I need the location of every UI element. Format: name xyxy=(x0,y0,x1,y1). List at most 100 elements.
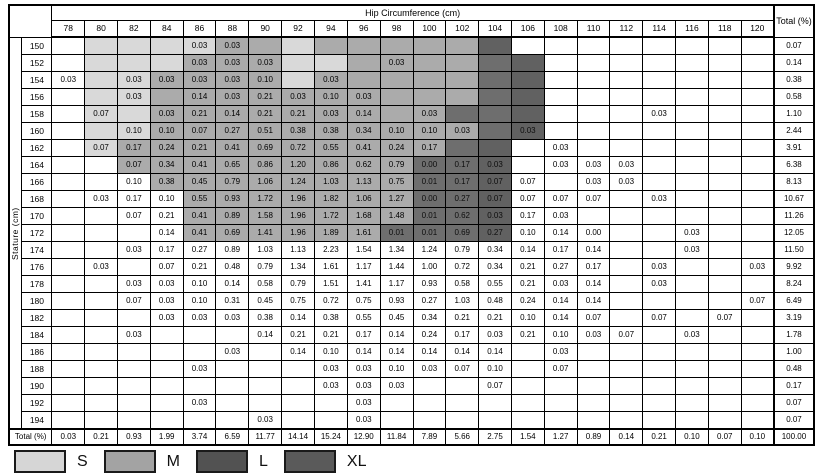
cell-192-80 xyxy=(84,394,118,412)
cell-188-94: 0.03 xyxy=(313,360,348,378)
cell-154-84: 0.03 xyxy=(149,71,184,89)
cell-174-120 xyxy=(740,241,775,259)
cell-166-92: 1.24 xyxy=(281,173,315,191)
table-row: 176 0.03 0.07 0.21 0.48 0.79 1.34 1.61 1.17 1.44 1… xyxy=(9,258,815,276)
table-row: 190 0.03 0.03 0.03 0.07 0.17 xyxy=(9,377,815,395)
row-header-186: 186 xyxy=(21,343,53,361)
cell-160-82: 0.10 xyxy=(117,122,151,140)
cell-192-86: 0.03 xyxy=(182,394,217,412)
cell-154-96 xyxy=(346,71,381,89)
cell-158-114: 0.03 xyxy=(642,105,677,123)
cell-168-112 xyxy=(609,190,644,208)
cell-158-86: 0.21 xyxy=(182,105,217,123)
cell-188-92 xyxy=(281,360,315,378)
row-total-156: 0.58 xyxy=(772,88,815,106)
col-header-94: 94 xyxy=(313,20,348,38)
cell-180-110: 0.14 xyxy=(576,292,611,310)
cell-188-106 xyxy=(510,360,545,378)
cell-170-86: 0.41 xyxy=(182,207,217,225)
cell-190-106 xyxy=(510,377,545,395)
cell-158-90: 0.21 xyxy=(248,105,283,123)
col-header-120: 120 xyxy=(740,20,775,38)
col-header-84: 84 xyxy=(149,20,184,38)
cell-160-78 xyxy=(51,122,86,140)
cell-178-90: 0.58 xyxy=(248,275,283,293)
cell-178-108: 0.03 xyxy=(543,275,578,293)
cell-154-102 xyxy=(445,71,480,89)
row-total-170: 11.26 xyxy=(772,207,815,225)
cell-154-88: 0.03 xyxy=(215,71,250,89)
cell-150-82 xyxy=(117,36,151,55)
cell-174-98: 1.34 xyxy=(379,241,414,259)
cell-164-102: 0.17 xyxy=(445,156,480,174)
cell-188-104: 0.10 xyxy=(478,360,512,378)
col-header-90: 90 xyxy=(248,20,283,38)
cell-192-82 xyxy=(117,394,151,412)
cell-154-104 xyxy=(478,71,512,89)
cell-182-116 xyxy=(675,309,709,327)
cell-184-110: 0.03 xyxy=(576,326,611,344)
col-total-86: 3.74 xyxy=(182,428,217,446)
col-total-102: 5.66 xyxy=(445,428,480,446)
col-total-92: 14.14 xyxy=(281,428,315,446)
cell-174-84: 0.17 xyxy=(149,241,184,259)
cell-168-94: 1.82 xyxy=(313,190,348,208)
row-header-156: 156 xyxy=(21,88,53,106)
cell-174-112 xyxy=(609,241,644,259)
col-total-78: 0.03 xyxy=(51,428,86,446)
cell-180-106: 0.24 xyxy=(510,292,545,310)
cell-192-84 xyxy=(149,394,184,412)
cell-180-112 xyxy=(609,292,644,310)
cell-166-82: 0.10 xyxy=(117,173,151,191)
cell-188-90 xyxy=(248,360,283,378)
cell-152-108 xyxy=(543,54,578,72)
cell-172-96: 1.61 xyxy=(346,224,381,242)
row-header-154: 154 xyxy=(21,71,53,89)
cell-154-90: 0.10 xyxy=(248,71,283,89)
cell-174-78 xyxy=(51,241,86,259)
table-row: 166 0.10 0.38 0.45 0.79 1.06 1.24 1.03 1.13 0.75 0… xyxy=(9,173,815,191)
cell-174-96: 1.54 xyxy=(346,241,381,259)
cell-152-82 xyxy=(117,54,151,72)
cell-176-102: 0.72 xyxy=(445,258,480,276)
cell-164-120 xyxy=(740,156,775,174)
cell-160-108 xyxy=(543,122,578,140)
table-row: 182 0.03 0.03 0.03 0.38 0.14 0.38 0.55 0.45 0.34 0… xyxy=(9,309,815,327)
cell-188-98: 0.10 xyxy=(379,360,414,378)
cell-170-80 xyxy=(84,207,118,225)
row-total-192: 0.07 xyxy=(772,394,815,412)
cell-174-102: 0.79 xyxy=(445,241,480,259)
cell-176-108: 0.27 xyxy=(543,258,578,276)
table-row: 156 0.03 0.14 0.03 0.21 0.03 0.10 0.03 0.58 xyxy=(9,88,815,106)
cell-190-120 xyxy=(740,377,775,395)
cell-182-104: 0.21 xyxy=(478,309,512,327)
cell-162-86: 0.21 xyxy=(182,139,217,157)
cell-182-98: 0.45 xyxy=(379,309,414,327)
cell-188-84 xyxy=(149,360,184,378)
row-header-170: 170 xyxy=(21,207,53,225)
cell-170-96: 1.68 xyxy=(346,207,381,225)
cell-176-84: 0.07 xyxy=(149,258,184,276)
cell-184-116: 0.03 xyxy=(675,326,709,344)
cell-154-86: 0.03 xyxy=(182,71,217,89)
cell-158-118 xyxy=(707,105,742,123)
cell-184-84 xyxy=(149,326,184,344)
cell-160-90: 0.51 xyxy=(248,122,283,140)
cell-190-96: 0.03 xyxy=(346,377,381,395)
legend-item-s: S xyxy=(14,450,88,473)
cell-194-120 xyxy=(740,411,775,430)
cell-182-120 xyxy=(740,309,775,327)
table-row: 172 0.14 0.41 0.69 1.41 1.96 1.89 1.61 0.01 0.01 0… xyxy=(9,224,815,242)
cell-174-90: 1.03 xyxy=(248,241,283,259)
row-header-158: 158 xyxy=(21,105,53,123)
row-header-168: 168 xyxy=(21,190,53,208)
cell-182-110: 0.07 xyxy=(576,309,611,327)
cell-186-120 xyxy=(740,343,775,361)
cell-158-120 xyxy=(740,105,775,123)
cell-164-98: 0.79 xyxy=(379,156,414,174)
cell-176-114: 0.03 xyxy=(642,258,677,276)
cell-192-108 xyxy=(543,394,578,412)
cell-168-98: 1.27 xyxy=(379,190,414,208)
cell-190-112 xyxy=(609,377,644,395)
cell-162-92: 0.72 xyxy=(281,139,315,157)
